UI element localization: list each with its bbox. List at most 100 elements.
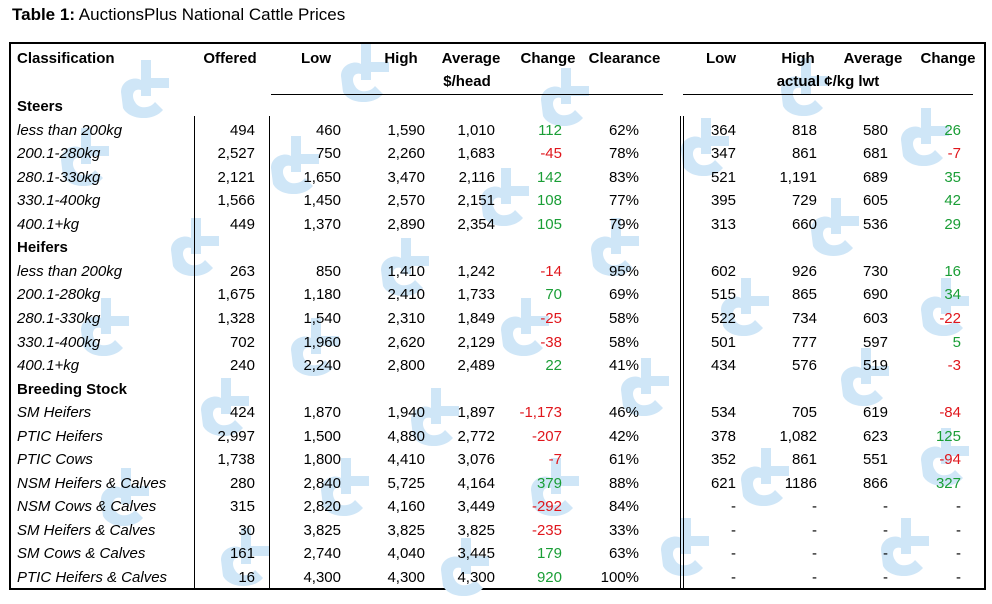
cell-chg2: 5: [952, 333, 961, 351]
cell-low2: -: [731, 521, 736, 539]
header-offered: Offered: [203, 50, 257, 67]
cell-high2: 861: [791, 145, 817, 163]
cell-chg2: 42: [944, 192, 961, 210]
cell-clear: 88%: [608, 474, 639, 492]
header-classification: Classification: [17, 50, 115, 67]
cell-low: 4,300: [303, 569, 341, 586]
cell-low2: 434: [710, 357, 736, 375]
cell-chg: 920: [536, 569, 562, 586]
cell-low2: 534: [710, 404, 736, 422]
cell-offered: 494: [229, 121, 255, 139]
cell-chg: 142: [536, 168, 562, 186]
cell-low2: -: [731, 569, 736, 586]
cell-low2: 364: [710, 121, 736, 139]
cell-chg: -292: [531, 498, 562, 516]
cell-chg: -25: [540, 309, 562, 327]
cell-clear: 46%: [608, 404, 639, 422]
cell-offered: 16: [238, 569, 255, 586]
cell-avg2: 730: [862, 262, 888, 280]
cell-chg2: 125: [935, 427, 961, 445]
cell-clear: 84%: [608, 498, 639, 516]
cell-offered: 280: [229, 474, 255, 492]
cell-clear: 100%: [600, 569, 639, 586]
cell-low2: 522: [710, 309, 736, 327]
cell-avg: 1,242: [457, 262, 495, 280]
cell-avg: 3,825: [457, 521, 495, 539]
row-label: 330.1-400kg: [17, 192, 101, 210]
cell-chg2: -7: [947, 145, 961, 163]
cell-high2: -: [812, 569, 817, 586]
cell-offered: 449: [229, 215, 255, 233]
row-label: less than 200kg: [17, 262, 123, 280]
row-label: SM Cows & Calves: [17, 545, 146, 563]
cell-offered: 315: [229, 498, 255, 516]
cell-chg: 105: [536, 215, 562, 233]
cell-high: 2,410: [387, 286, 425, 304]
cell-chg: -45: [540, 145, 562, 163]
cell-high: 2,890: [387, 215, 425, 233]
section-label: Steers: [17, 98, 63, 115]
cell-high2: 705: [791, 404, 817, 422]
row-label: PTIC Cows: [17, 451, 93, 469]
row-label: SM Heifers: [17, 404, 92, 422]
cell-high: 5,725: [387, 474, 425, 492]
column-divider: [683, 116, 684, 590]
cell-low2: 521: [710, 168, 736, 186]
row-label: 400.1+kg: [17, 215, 80, 233]
cell-high: 3,470: [387, 168, 425, 186]
cell-offered: 2,997: [217, 427, 255, 445]
column-divider: [194, 116, 195, 590]
cell-low: 2,820: [303, 498, 341, 516]
cell-high: 4,300: [387, 569, 425, 586]
row-label: SM Heifers & Calves: [17, 521, 156, 539]
cell-low: 1,540: [303, 309, 341, 327]
cell-low2: -: [731, 545, 736, 563]
header-average: Average: [441, 50, 501, 67]
header-low: Low: [301, 50, 331, 67]
cell-avg2: 605: [862, 192, 888, 210]
cell-avg2: 536: [862, 215, 888, 233]
cell-offered: 424: [229, 404, 255, 422]
cell-avg: 2,489: [457, 357, 495, 375]
cell-avg: 4,300: [457, 569, 495, 586]
cell-avg2: 619: [862, 404, 888, 422]
watermark-logo-icon: [121, 60, 169, 119]
cell-low2: 501: [710, 333, 736, 351]
cell-high: 1,590: [387, 121, 425, 139]
row-label: 200.1-280kg: [17, 145, 101, 163]
cell-chg: -14: [540, 262, 562, 280]
cell-avg: 2,129: [457, 333, 495, 351]
cell-avg: 2,354: [457, 215, 495, 233]
cell-clear: 63%: [608, 545, 639, 563]
cell-chg: -207: [531, 427, 562, 445]
cell-low: 2,740: [303, 545, 341, 563]
watermark-logo-icon: [501, 298, 549, 357]
cell-chg2: 327: [935, 474, 961, 492]
cell-clear: 83%: [608, 168, 639, 186]
cell-offered: 2,527: [217, 145, 255, 163]
cell-clear: 58%: [608, 309, 639, 327]
row-label: 200.1-280kg: [17, 286, 101, 304]
cell-avg: 1,733: [457, 286, 495, 304]
cell-chg: 179: [536, 545, 562, 563]
cell-high: 2,310: [387, 309, 425, 327]
cell-low2: 395: [710, 192, 736, 210]
cell-low2: 602: [710, 262, 736, 280]
cell-low2: 352: [710, 451, 736, 469]
cell-avg: 4,164: [457, 474, 495, 492]
cell-low2: -: [731, 498, 736, 516]
header-high: High: [384, 50, 418, 67]
cell-offered: 1,675: [217, 286, 255, 304]
row-label: PTIC Heifers: [17, 427, 103, 445]
header-high-kg: High: [781, 50, 815, 67]
cell-chg2: -: [956, 545, 961, 563]
cell-avg: 1,849: [457, 309, 495, 327]
cell-clear: 77%: [608, 192, 639, 210]
row-label: 400.1+kg: [17, 357, 80, 375]
cell-high2: 926: [791, 262, 817, 280]
cell-high: 1,940: [387, 404, 425, 422]
cell-low2: 378: [710, 427, 736, 445]
column-divider: [680, 116, 681, 590]
row-label: PTIC Heifers & Calves: [17, 569, 168, 586]
cell-avg: 1,683: [457, 145, 495, 163]
